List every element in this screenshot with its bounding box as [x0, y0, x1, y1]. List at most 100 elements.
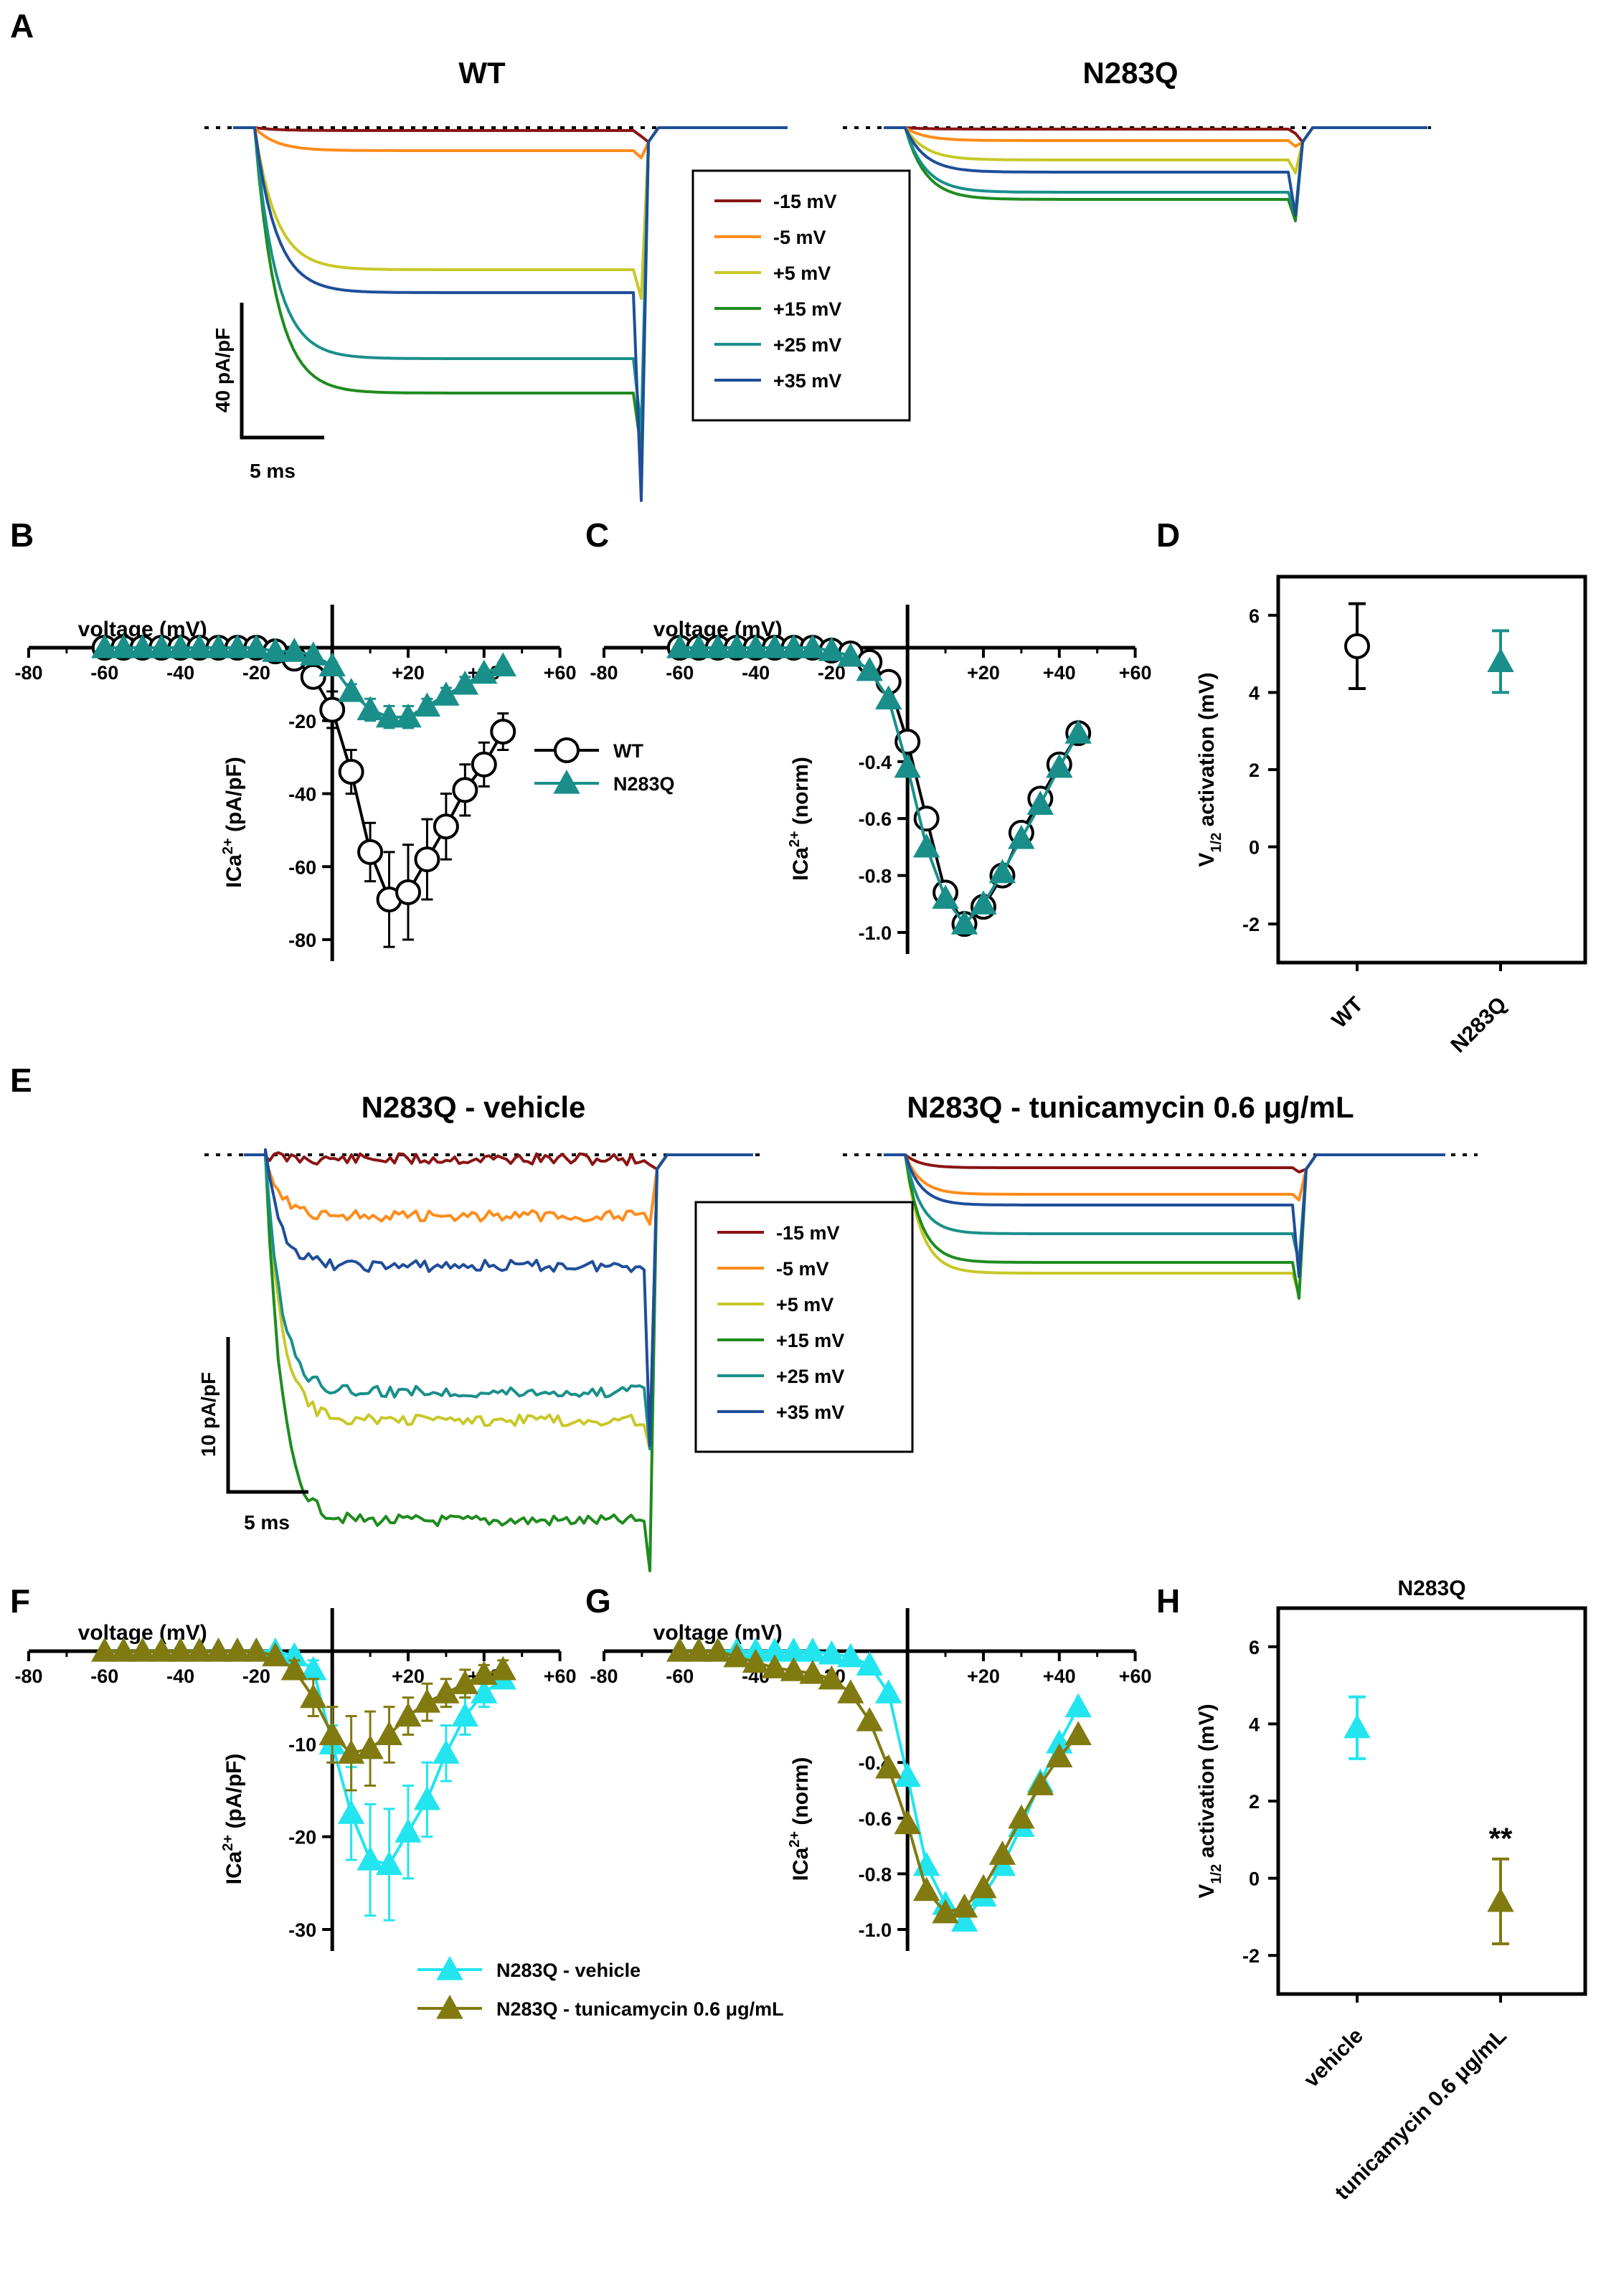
- panelC-xtick-label: -40: [742, 662, 770, 684]
- panel-b-chart: voltage (mV)-80-60-40-20+20+40+60-20-40-…: [14, 605, 675, 961]
- tracesE-trace: [884, 1153, 1445, 1278]
- panelG-point: [685, 1637, 712, 1662]
- panel-label-a: A: [10, 7, 34, 44]
- panelC-point: [704, 633, 732, 658]
- panelF-xtick-label: -60: [90, 1666, 118, 1687]
- panelB-point: [395, 879, 421, 905]
- panelC-ylabel: ICa2+ (norm): [787, 757, 813, 881]
- panel-e-scale-x-label: 5 ms: [244, 1511, 290, 1534]
- panel-label-g: G: [585, 1582, 611, 1620]
- panelH-point: [1487, 1887, 1514, 1912]
- panel-a-scale-bar: [240, 303, 324, 440]
- legendA-label: +35 mV: [773, 370, 841, 392]
- panel-label-b: B: [10, 516, 34, 554]
- panelD-ytick-label: 4: [1249, 682, 1260, 704]
- panel-a-traces: [233, 126, 1427, 502]
- panelF-xtick-label: -80: [14, 1666, 42, 1687]
- panelB-point: [110, 633, 137, 658]
- panelH-xtick-label: tunicamycin 0.6 μg/mL: [1331, 2024, 1511, 2205]
- tracesE-trace: [884, 1153, 1445, 1201]
- legendE-label: +15 mV: [776, 1330, 844, 1351]
- panelD-point: [1344, 633, 1370, 659]
- panelF-xtick-label: +60: [544, 1666, 577, 1687]
- legendA-label: +5 mV: [773, 263, 831, 284]
- panelF-point: [148, 1637, 175, 1662]
- tracesE-trace: [884, 1153, 1445, 1296]
- panelF-legend-marker: [436, 1994, 463, 2019]
- panelB-legend-label: N283Q: [613, 773, 675, 795]
- panelF-point: [433, 1739, 460, 1764]
- panelC-point: [1046, 753, 1073, 778]
- panelH-ylabel-v: V: [1195, 1884, 1219, 1899]
- panelG-point: [856, 1706, 883, 1732]
- panelC-series-line: [679, 646, 1080, 927]
- panelF-ylabel-unit: (pA/pF): [222, 1754, 246, 1835]
- panel-e-scale-y-label: 10 pA/pF: [197, 1372, 219, 1457]
- panelC-ytick-label: -0.4: [859, 752, 892, 773]
- panelH-ytick-label: 0: [1249, 1869, 1260, 1890]
- tracesA-trace: [233, 126, 788, 143]
- panelD-frame: [1276, 575, 1587, 965]
- panelC-ylabel-main: ICa: [789, 847, 813, 881]
- panelD-ytick-label: -2: [1242, 914, 1260, 935]
- panelB-point: [471, 751, 497, 778]
- panelF-point: [224, 1637, 251, 1662]
- panelB-point: [242, 633, 270, 658]
- panelB-point: [471, 659, 498, 684]
- panelG-point: [704, 1637, 732, 1662]
- tracesA-trace: [233, 126, 788, 300]
- panel-a-legend: -15 mV -5 mV +5 mV +15 mV +25 mV +35 mV: [691, 169, 911, 422]
- panelB-ylabel: ICa2+ (pA/pF): [220, 757, 246, 888]
- panelC-point: [970, 890, 997, 915]
- panelF-ytick-label: -30: [288, 1919, 316, 1941]
- panelG-xtick-label: +60: [1119, 1666, 1152, 1687]
- panel-a-title-wt: WT: [458, 56, 506, 90]
- panelC-point: [837, 642, 864, 667]
- panelC-point: [1026, 790, 1054, 815]
- panelC-ytick-label: -0.8: [859, 866, 892, 887]
- panelB-point: [186, 633, 213, 658]
- panelB-ylabel-main: ICa: [222, 854, 246, 888]
- panelF-ytick-label: -10: [288, 1734, 316, 1755]
- panelB-xtick-label: -40: [166, 662, 194, 684]
- panelD-ytick-label: 2: [1249, 760, 1260, 781]
- tracesE-trace: [244, 1153, 753, 1226]
- legendE-label: -15 mV: [776, 1222, 840, 1244]
- panelF-point: [413, 1688, 441, 1713]
- panel-c-chart: voltage (mV)-80 -60 -40 -20 +20 +40 +60-0.4-0.…: [590, 605, 1152, 954]
- panelG-point: [1046, 1743, 1073, 1768]
- panelF-ylabel-main: ICa: [222, 1851, 246, 1884]
- panelB-xtick-label: -60: [90, 662, 118, 684]
- panel-label-e: E: [10, 1062, 32, 1099]
- panelH-ytick-label: 6: [1249, 1637, 1260, 1658]
- panel-a-scale-y-label: 40 pA/pF: [212, 328, 234, 412]
- panelB-point: [414, 846, 440, 873]
- panelF-point: [337, 1800, 365, 1824]
- panelB-point: [318, 652, 346, 677]
- panelG-series-line: [679, 1650, 1080, 1914]
- tracesA-trace: [884, 126, 1427, 148]
- panelG-point: [837, 1643, 864, 1668]
- panelB-point: [300, 641, 327, 666]
- panelG-point: [666, 1637, 694, 1662]
- panelF-point: [166, 1637, 194, 1662]
- panelB-xtick-label: +60: [544, 662, 577, 684]
- panelG-point: [950, 1907, 978, 1932]
- legendE-label: +35 mV: [776, 1402, 844, 1423]
- tracesA-trace: [884, 126, 1427, 143]
- panelH-ylabel-sub: 1/2: [1209, 1864, 1224, 1884]
- panelC-point: [932, 884, 959, 909]
- panelF-point: [91, 1637, 118, 1662]
- panelF-point: [337, 1739, 365, 1764]
- panelF-legend-marker: [436, 1955, 463, 1980]
- panelF-point: [280, 1655, 308, 1681]
- panel-a-title-n283q: N283Q: [1082, 56, 1178, 90]
- panelC-point: [1008, 824, 1035, 849]
- panelG-point: [1026, 1771, 1054, 1795]
- panelC-point: [856, 656, 883, 681]
- panelH-title: N283Q: [1397, 1577, 1465, 1600]
- panelF-ylabel: ICa2+ (pA/pF): [220, 1754, 246, 1885]
- panelF-point: [110, 1637, 137, 1662]
- panelH-point: [1343, 1714, 1371, 1739]
- panelB-point: [148, 633, 175, 658]
